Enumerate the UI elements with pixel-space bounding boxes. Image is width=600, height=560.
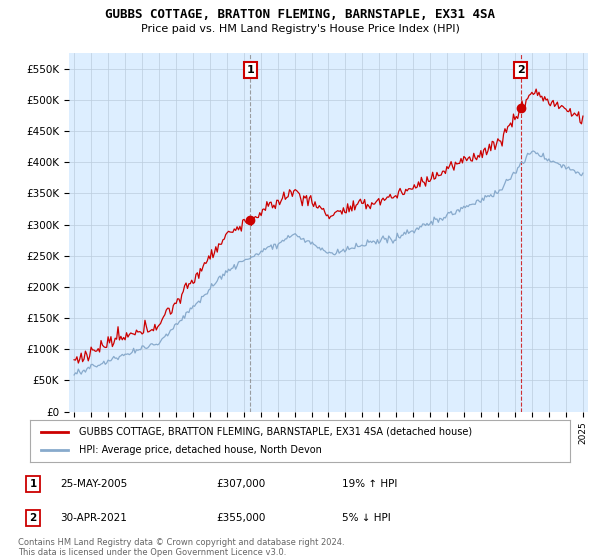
Text: 1: 1 xyxy=(247,65,254,75)
Text: Price paid vs. HM Land Registry's House Price Index (HPI): Price paid vs. HM Land Registry's House … xyxy=(140,24,460,34)
Text: 1: 1 xyxy=(29,479,37,489)
Text: 2: 2 xyxy=(517,65,524,75)
Text: 30-APR-2021: 30-APR-2021 xyxy=(60,513,127,523)
Text: 2: 2 xyxy=(29,513,37,523)
Text: £307,000: £307,000 xyxy=(216,479,265,489)
Text: HPI: Average price, detached house, North Devon: HPI: Average price, detached house, Nort… xyxy=(79,445,322,455)
Text: £355,000: £355,000 xyxy=(216,513,265,523)
Text: 19% ↑ HPI: 19% ↑ HPI xyxy=(342,479,397,489)
Text: GUBBS COTTAGE, BRATTON FLEMING, BARNSTAPLE, EX31 4SA (detached house): GUBBS COTTAGE, BRATTON FLEMING, BARNSTAP… xyxy=(79,427,472,437)
Text: Contains HM Land Registry data © Crown copyright and database right 2024.
This d: Contains HM Land Registry data © Crown c… xyxy=(18,538,344,557)
Text: 25-MAY-2005: 25-MAY-2005 xyxy=(60,479,127,489)
Text: 5% ↓ HPI: 5% ↓ HPI xyxy=(342,513,391,523)
Text: GUBBS COTTAGE, BRATTON FLEMING, BARNSTAPLE, EX31 4SA: GUBBS COTTAGE, BRATTON FLEMING, BARNSTAP… xyxy=(105,8,495,21)
